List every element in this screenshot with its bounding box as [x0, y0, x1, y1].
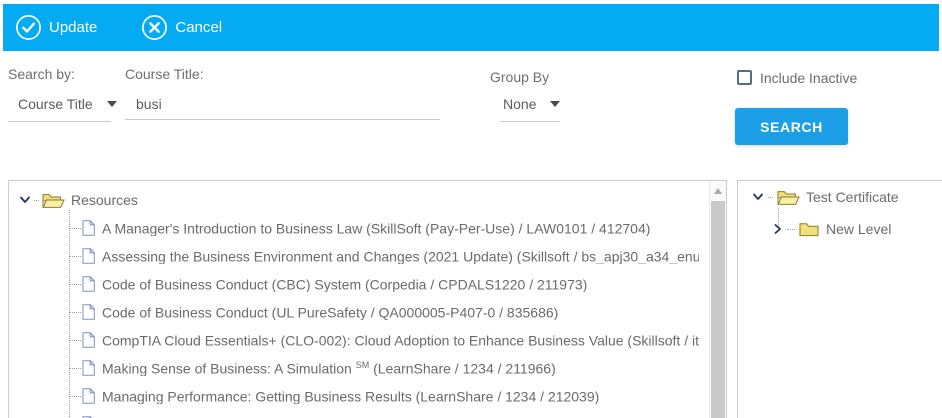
tree-item-course[interactable] — [9, 410, 699, 418]
search-by-underline — [8, 121, 111, 122]
results-tree-panel: Resources A Manager's Introduction to Bu… — [8, 180, 727, 418]
tree-item-label: A Manager's Introduction to Business Law… — [102, 220, 651, 237]
tree-node-new-level[interactable]: New Level — [773, 215, 891, 243]
scroll-up-button[interactable] — [714, 188, 722, 194]
update-button[interactable]: Update — [15, 14, 97, 41]
course-title-input[interactable] — [125, 90, 440, 120]
chevron-down-icon — [106, 101, 117, 107]
chevron-down-icon — [550, 101, 561, 107]
closed-folder-icon — [799, 222, 819, 236]
chevron-expanded-icon[interactable] — [752, 192, 764, 202]
tree-connector — [69, 255, 81, 257]
include-inactive-label: Include Inactive — [760, 70, 858, 86]
cancel-button[interactable]: Cancel — [141, 14, 222, 41]
tree-item-course[interactable]: Code of Business Conduct (CBC) System (C… — [9, 270, 699, 298]
tree-branch-line — [778, 208, 779, 227]
tree-item-course[interactable]: A Manager's Introduction to Business Law… — [9, 214, 699, 242]
tree-item-label: Code of Business Conduct (UL PureSafety … — [102, 304, 559, 321]
certificate-tree-panel: Test Certificate New Level — [737, 180, 942, 418]
group-by-dropdown[interactable]: None — [503, 96, 561, 112]
include-inactive-checkbox[interactable] — [737, 70, 752, 85]
tree-connector — [787, 228, 795, 230]
group-by-value: None — [503, 96, 537, 112]
search-by-dropdown[interactable]: Course Title — [18, 96, 117, 112]
tree-item-course[interactable]: Making Sense of Business: A Simulation S… — [9, 354, 699, 382]
tree-item-label: CompTIA Cloud Essentials+ (CLO-002): Clo… — [102, 332, 699, 349]
document-icon — [82, 248, 95, 264]
tree-root-resources[interactable]: Resources — [9, 187, 138, 213]
tree-item-course[interactable]: Managing Performance: Getting Business R… — [9, 382, 699, 410]
tree-connector — [69, 283, 81, 285]
search-by-label: Search by: — [8, 66, 75, 82]
search-button[interactable]: SEARCH — [735, 108, 848, 145]
tree-connector — [69, 367, 81, 369]
document-icon — [82, 388, 95, 404]
cancel-button-label: Cancel — [175, 19, 223, 36]
document-icon — [82, 276, 95, 292]
tree-items: A Manager's Introduction to Business Law… — [9, 214, 699, 418]
tree-item-label: Assessing the Business Environment and C… — [102, 248, 699, 265]
tree-node-label: New Level — [826, 221, 892, 237]
chevron-expanded-icon[interactable] — [19, 195, 31, 205]
tree-branch-line — [69, 210, 70, 418]
update-button-label: Update — [49, 19, 98, 36]
tree-root-label: Resources — [71, 192, 138, 208]
tree-root-test-certificate[interactable]: Test Certificate — [752, 184, 899, 210]
open-folder-icon — [42, 193, 65, 208]
tree-item-course[interactable]: Assessing the Business Environment and C… — [9, 242, 699, 270]
tree-item-label: Code of Business Conduct (CBC) System (C… — [102, 276, 588, 293]
tree-connector — [69, 339, 81, 341]
x-circle-icon — [142, 15, 168, 40]
tree-item-course[interactable]: CompTIA Cloud Essentials+ (CLO-002): Clo… — [9, 326, 699, 354]
open-folder-icon — [777, 190, 800, 205]
course-title-label: Course Title: — [125, 66, 204, 82]
vertical-scrollbar[interactable] — [709, 181, 726, 418]
tree-connector — [768, 196, 773, 198]
document-icon — [82, 332, 95, 348]
document-icon — [82, 360, 95, 376]
toolbar: Update Cancel — [3, 4, 939, 51]
tree-connector — [34, 199, 39, 201]
chevron-collapsed-icon[interactable] — [773, 223, 783, 235]
document-icon — [82, 220, 95, 236]
scrollbar-thumb[interactable] — [711, 201, 725, 418]
search-by-value: Course Title — [18, 96, 93, 112]
document-icon — [82, 304, 95, 320]
group-by-label: Group By — [490, 69, 550, 85]
tree-item-label: Managing Performance: Getting Business R… — [102, 388, 600, 405]
tree-connector — [69, 227, 81, 229]
tree-connector — [69, 311, 81, 313]
tree-item-label: Making Sense of Business: A Simulation S… — [102, 359, 556, 377]
tree-connector — [69, 395, 81, 397]
tree-item-course[interactable]: Code of Business Conduct (UL PureSafety … — [9, 298, 699, 326]
tree-root-label: Test Certificate — [806, 189, 899, 205]
check-circle-icon — [16, 15, 41, 40]
group-by-underline — [500, 121, 560, 122]
